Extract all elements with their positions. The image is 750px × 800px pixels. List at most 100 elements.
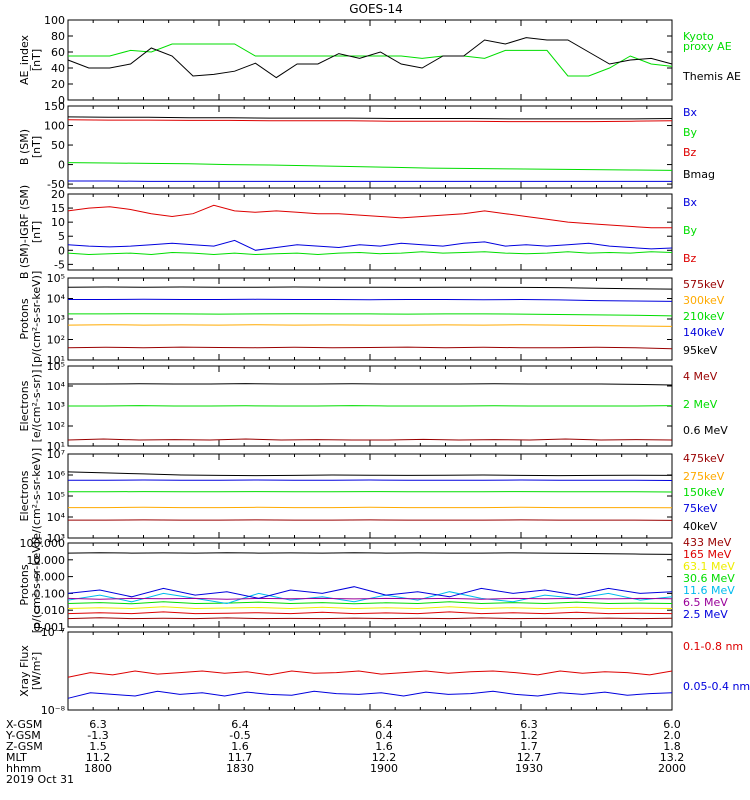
panel-frame [67, 193, 673, 271]
legend-label: 210keV [683, 310, 725, 323]
y-tick-label: 10² [47, 420, 65, 433]
y-axis-label: [e/(cm²-s-sr)] [30, 370, 43, 443]
legend-label: 6.5 MeV [683, 596, 728, 609]
legend-label: Kyoto [683, 30, 714, 43]
y-tick-label: 0.010 [34, 604, 66, 617]
series-line-75keV [68, 479, 673, 481]
legend-label: Bx [683, 106, 698, 119]
panel-6: 10³ 10⁴ 10⁵ 10⁶ 10⁷ Electrons [e/(cm²-s-sr-keV… [18, 448, 725, 545]
legend-label: 0.05-0.4 nm [683, 680, 750, 693]
ephemeris-value: 0.4 [375, 729, 393, 742]
y-axis-label: Electrons [18, 380, 31, 431]
ephemeris-value: 1.6 [231, 740, 249, 753]
y-axis-label: [nT] [30, 136, 43, 158]
ephemeris-value: 1.8 [663, 740, 681, 753]
ephemeris-label: Y-GSM [5, 729, 41, 742]
y-tick-label: 10² [47, 334, 65, 347]
series-line-140keV [68, 298, 673, 302]
ephemeris-value: 1.7 [520, 740, 538, 753]
series-line-275keV [68, 506, 673, 509]
legend-label: 275keV [683, 470, 725, 483]
y-tick-label: 100 [44, 14, 65, 27]
legend-label: Themis AE [682, 70, 741, 83]
series-line-300keV [67, 324, 673, 327]
y-tick-label: 10³ [47, 400, 65, 413]
series-line-0.05-0.4-nm [67, 690, 673, 699]
legend-label: 2 MeV [683, 398, 718, 411]
y-tick-label: 20 [51, 78, 65, 91]
y-axis-label: [p/(cm²-s-sr-keV)] [30, 537, 43, 634]
y-tick-label: 10 [51, 216, 65, 229]
y-axis-label: B (SM) [18, 129, 31, 165]
y-tick-label: 50 [51, 139, 65, 152]
series-line-40keV [67, 471, 673, 477]
y-tick-label: 10⁴ [47, 293, 66, 306]
series-line-By [67, 162, 673, 171]
legend-label: 575keV [683, 278, 725, 291]
y-tick-label: 100 [44, 120, 65, 133]
panel-frame [67, 19, 673, 101]
series-line-4-MeV [67, 438, 673, 441]
ephemeris-value: 1.2 [520, 729, 538, 742]
y-axis-label: AE_index [18, 34, 31, 85]
ephemeris-value: -0.5 [229, 729, 250, 742]
series-line-unlabeled [67, 552, 673, 555]
legend-label: 475keV [683, 452, 725, 465]
y-axis-label: [p/(cm²-s-sr-keV)] [30, 271, 43, 368]
y-tick-label: 60 [51, 46, 65, 59]
y-axis-label: Protons [18, 298, 31, 339]
y-tick-label: 10⁻⁷ [41, 626, 65, 639]
series-line-433-MeV [67, 617, 673, 620]
legend-label: 40keV [683, 520, 718, 533]
ephemeris-value: 1930 [515, 762, 543, 775]
y-tick-label: -5 [54, 258, 65, 271]
series-line-475keV [68, 519, 673, 521]
y-axis-label: [e/(cm²-s-sr-keV)] [30, 448, 43, 544]
y-tick-label: 10⁴ [47, 380, 66, 393]
ephemeris-value: 2.0 [663, 729, 681, 742]
legend-label: Bz [683, 146, 697, 159]
panel-2: -50 0 50 100 150 B (SM) [nT] Bx By Bz Bmag [18, 100, 715, 191]
ephemeris-value: 6.3 [89, 718, 107, 731]
legend-label: Bx [683, 196, 698, 209]
legend-label: 0.1-0.8 nm [683, 640, 743, 653]
legend-label: 165 MeV [683, 548, 732, 561]
y-tick-label: 40 [51, 62, 65, 75]
y-tick-label: 10¹ [47, 440, 65, 453]
series-line-63.1-MeV [67, 606, 673, 610]
ephemeris-label: Z-GSM [6, 740, 43, 753]
series-line-165-MeV [67, 611, 673, 615]
series-line-30.6-MeV [67, 601, 673, 605]
ephemeris-value: 6.4 [231, 718, 249, 731]
legend-label: By [683, 224, 698, 237]
ephemeris-label: hhmm [6, 762, 41, 775]
y-tick-label: 10³ [47, 313, 65, 326]
ephemeris-value: 1830 [226, 762, 254, 775]
ephemeris-label: X-GSM [6, 718, 42, 731]
ephemeris-value: 6.4 [375, 718, 393, 731]
legend-label: Bmag [683, 168, 715, 181]
y-tick-label: 10.000 [27, 554, 66, 567]
legend-label: 95keV [683, 344, 718, 357]
panel-5: 10¹ 10² 10³ 10⁴ 10⁵ Electrons [e/(cm²-s-sr)] 4 … [18, 360, 728, 453]
ephemeris-value: 6.3 [520, 718, 538, 731]
series-line-Bz [67, 204, 672, 229]
series-line-By [67, 251, 673, 256]
ephemeris-value: 1.5 [89, 740, 107, 753]
y-tick-label: 10⁶ [47, 469, 66, 482]
legend-label: 433 MeV [683, 536, 732, 549]
panel-4: 10¹ 10² 10³ 10⁴ 10⁵ Protons [p/(cm²-s-sr-keV)]… [18, 271, 725, 368]
ephemeris-value: 1900 [370, 762, 398, 775]
panel-frame [67, 453, 673, 539]
series-line-Kyoto-proxy-AE [68, 43, 673, 77]
panel-frame [67, 542, 673, 628]
ephemeris-value: 12.7 [517, 751, 542, 764]
series-line-95keV [67, 286, 673, 290]
ephemeris-value: 2000 [658, 762, 686, 775]
y-axis-label: B (SM)-IGRF (SM) [18, 185, 31, 279]
legend-label: proxy AE [683, 40, 732, 53]
legend-label: 300keV [683, 294, 725, 307]
